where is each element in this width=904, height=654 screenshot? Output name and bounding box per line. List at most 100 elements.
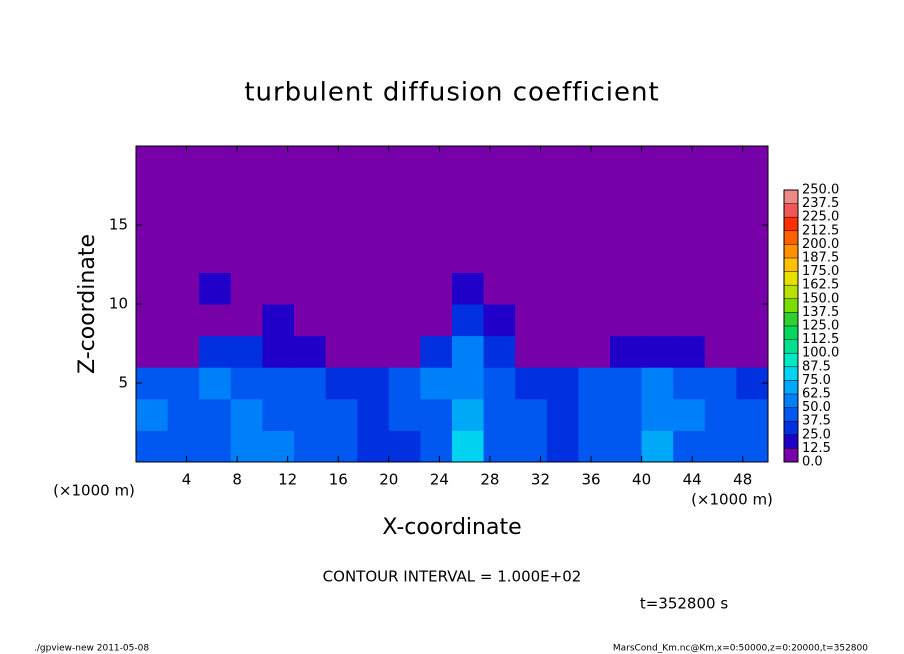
colorbar-label: 37.5 xyxy=(802,414,831,429)
heatmap-cell xyxy=(546,177,579,210)
heatmap-cell xyxy=(483,430,516,463)
heatmap-cell xyxy=(167,335,200,368)
heatmap-cell xyxy=(546,304,579,337)
colorbar-label: 150.0 xyxy=(802,291,839,306)
heatmap-cell xyxy=(420,398,453,431)
heatmap-cell xyxy=(704,398,737,431)
heatmap-cell xyxy=(515,304,548,337)
heatmap-cell xyxy=(483,240,516,273)
colorbar-swatch xyxy=(784,380,798,394)
x-tick-label: 20 xyxy=(379,471,398,489)
colorbar-label: 112.5 xyxy=(802,332,839,347)
colorbar-swatch xyxy=(784,407,798,422)
colorbar-swatch xyxy=(784,271,798,286)
heatmap-cell xyxy=(167,272,200,305)
heatmap-cell xyxy=(262,209,295,242)
colorbar-swatch xyxy=(784,244,798,258)
heatmap-cell xyxy=(420,146,453,179)
heatmap-cell xyxy=(610,430,643,463)
heatmap-cell xyxy=(325,367,358,400)
heatmap-cell xyxy=(673,146,706,179)
heatmap-cell xyxy=(199,209,232,242)
colorbar-label: 175.0 xyxy=(802,264,839,279)
heatmap-cell xyxy=(199,240,232,273)
heatmap-cell xyxy=(325,209,358,242)
colorbar-label: 162.5 xyxy=(802,278,839,293)
y-unit: (×1000 m) xyxy=(53,482,135,500)
x-tick-label: 12 xyxy=(278,471,297,489)
heatmap-cell xyxy=(452,146,485,179)
heatmap-cell xyxy=(199,177,232,210)
heatmap-cell xyxy=(420,335,453,368)
heatmap-cell xyxy=(483,398,516,431)
heatmap-cell xyxy=(388,430,421,463)
heatmap-cell xyxy=(578,209,611,242)
colorbar-label: 50.0 xyxy=(802,400,831,415)
heatmap-cell xyxy=(199,146,232,179)
heatmap-cell xyxy=(294,240,327,273)
heatmap-cell xyxy=(230,398,263,431)
heatmap-cell xyxy=(199,335,232,368)
heatmap-cell xyxy=(578,240,611,273)
heatmap-cell xyxy=(610,177,643,210)
heatmap-cell xyxy=(199,304,232,337)
heatmap-cell xyxy=(357,146,390,179)
heatmap-cell xyxy=(546,209,579,242)
heatmap-cell xyxy=(673,177,706,210)
colorbar-swatch xyxy=(784,258,798,272)
x-tick-label: 16 xyxy=(329,471,348,489)
heatmap-cell xyxy=(641,398,674,431)
heatmap-cell xyxy=(325,272,358,305)
colorbar-label: 237.5 xyxy=(802,196,839,211)
heatmap-cell xyxy=(388,209,421,242)
heatmap-cell xyxy=(294,367,327,400)
heatmap-cell xyxy=(294,335,327,368)
heatmap-cell xyxy=(704,272,737,305)
heatmap-cell xyxy=(452,240,485,273)
heatmap-cell xyxy=(704,177,737,210)
heatmap-cell xyxy=(357,272,390,305)
heatmap-cell xyxy=(167,430,200,463)
heatmap-cell xyxy=(325,335,358,368)
colorbar-swatch xyxy=(784,312,798,326)
heatmap-cell xyxy=(357,240,390,273)
heatmap-cell xyxy=(610,240,643,273)
heatmap-cell xyxy=(388,177,421,210)
heatmap-cell xyxy=(673,272,706,305)
colorbar-label: 200.0 xyxy=(802,237,839,252)
x-tick-label: 32 xyxy=(531,471,550,489)
heatmap-cell xyxy=(357,335,390,368)
heatmap-cell xyxy=(452,177,485,210)
heatmap-cell xyxy=(357,430,390,463)
y-tick-label: 10 xyxy=(109,295,128,313)
heatmap-cell xyxy=(704,240,737,273)
heatmap-cell xyxy=(420,240,453,273)
heatmap-cell xyxy=(641,146,674,179)
heatmap-cell xyxy=(546,335,579,368)
colorbar-swatch xyxy=(784,366,798,381)
heatmap-cell xyxy=(673,240,706,273)
heatmap-cell xyxy=(262,240,295,273)
heatmap-cell xyxy=(325,146,358,179)
heatmap-cell xyxy=(167,398,200,431)
heatmap-cell xyxy=(136,335,169,368)
heatmap-cell xyxy=(136,430,169,463)
heatmap-cell xyxy=(167,304,200,337)
heatmap-cell xyxy=(199,272,232,305)
heatmap-cell xyxy=(262,398,295,431)
heatmap-cell xyxy=(452,209,485,242)
heatmap-cell xyxy=(704,146,737,179)
heatmap-cell xyxy=(673,304,706,337)
heatmap-cell xyxy=(515,209,548,242)
heatmap-cell xyxy=(483,335,516,368)
heatmap-cell xyxy=(610,367,643,400)
heatmap-cell xyxy=(262,146,295,179)
heatmap-cell xyxy=(294,177,327,210)
heatmap-cell xyxy=(641,335,674,368)
x-tick-label: 44 xyxy=(683,471,702,489)
colorbar-swatch xyxy=(784,326,798,340)
x-tick-label: 4 xyxy=(182,471,192,489)
heatmap-cell xyxy=(357,177,390,210)
heatmap-cell xyxy=(515,146,548,179)
heatmap-cell xyxy=(294,430,327,463)
